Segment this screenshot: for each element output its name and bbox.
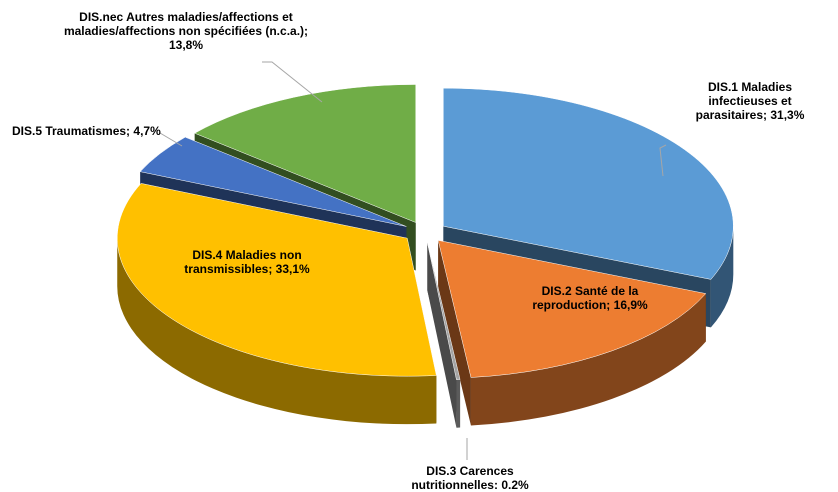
- slice-label: DIS.2 Santé de la reproduction; 16,9%: [532, 284, 648, 312]
- slice-label: DIS.nec Autres maladies/affections et ma…: [63, 10, 309, 52]
- slice-side: [438, 240, 471, 426]
- slice-label: DIS.3 Carences nutritionnelles: 0.2%: [411, 464, 529, 492]
- slice-wall: [470, 293, 706, 426]
- slice-side: [427, 242, 457, 428]
- slice: [437, 240, 707, 378]
- leader-line: [262, 61, 323, 103]
- slice: [117, 183, 437, 377]
- slice-label: DIS.4 Maladies non transmissibles; 33,1%: [184, 248, 310, 276]
- slice: [443, 87, 734, 280]
- slice: [139, 136, 407, 227]
- slice-label: DIS.5 Traumatismes; 4,7%: [12, 124, 161, 138]
- slice: [194, 84, 417, 223]
- slice-wall: [710, 226, 734, 328]
- slice-wall: [456, 379, 461, 428]
- slice: [427, 242, 461, 380]
- leader-line: [159, 132, 183, 147]
- slice-wall: [117, 238, 437, 425]
- leader-line: [659, 144, 667, 177]
- slice-label: DIS.1 Maladies infectieuses et parasitai…: [695, 80, 805, 122]
- leader-lines: [159, 61, 667, 460]
